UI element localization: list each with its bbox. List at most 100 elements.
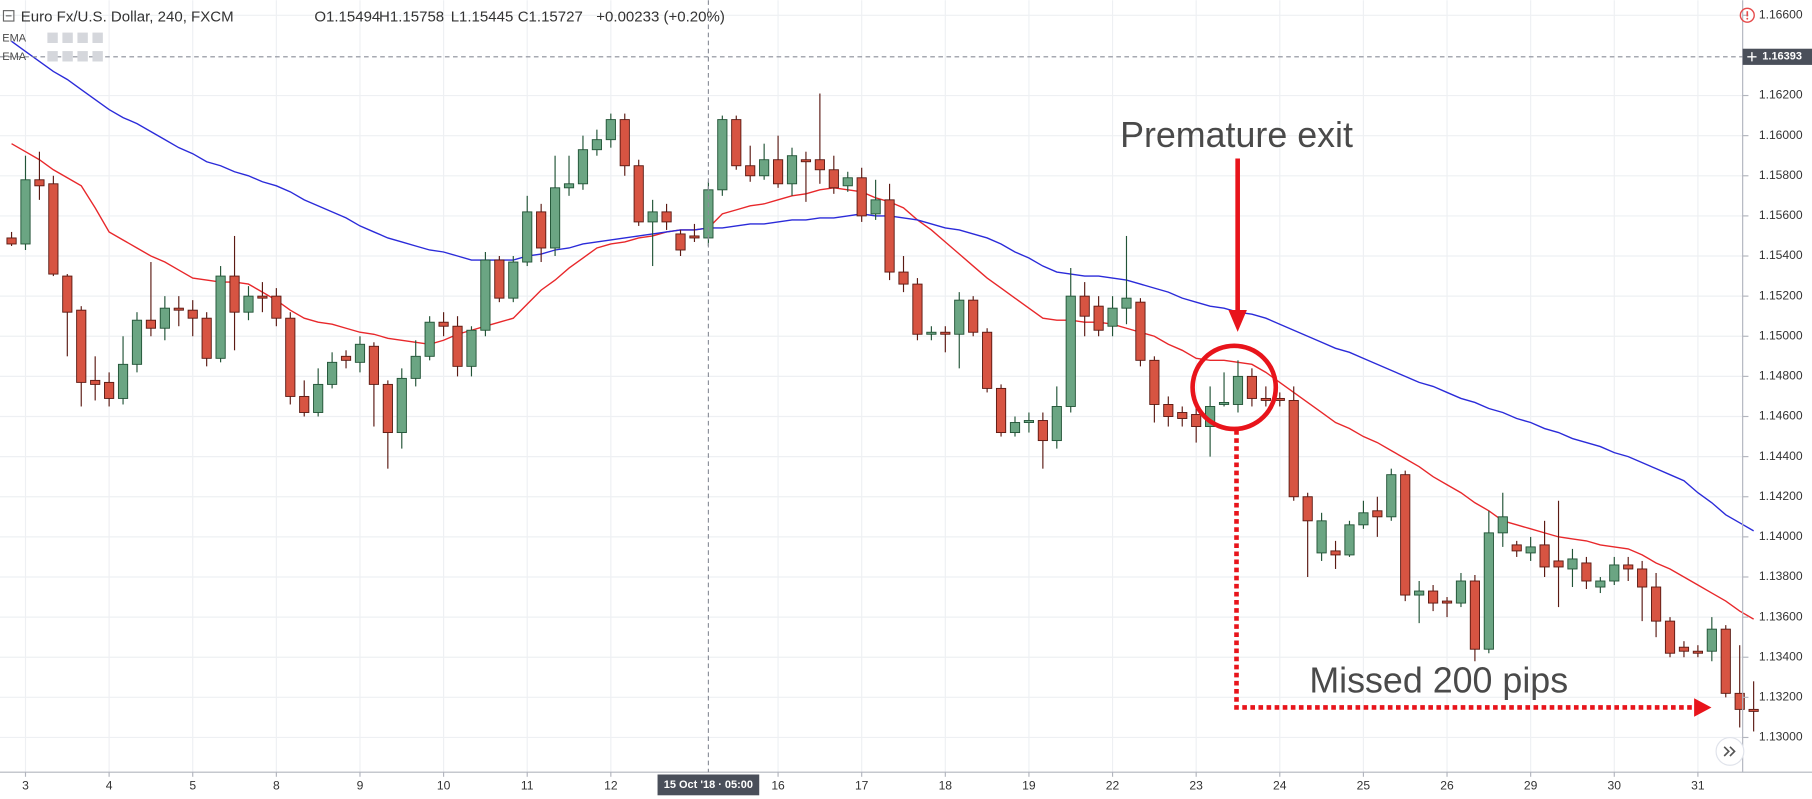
candle-body xyxy=(313,383,324,413)
candle-body xyxy=(1706,628,1717,652)
legend-ema-2[interactable]: EMA xyxy=(2,51,26,63)
crosshair-time-box xyxy=(657,774,760,796)
candle-body xyxy=(6,237,17,245)
candle-body xyxy=(1400,474,1411,596)
candle-body xyxy=(982,331,993,389)
x-tick-label: 12 xyxy=(604,778,618,792)
candle-body xyxy=(522,211,533,263)
candle-body xyxy=(173,307,184,311)
candle-body xyxy=(1177,412,1188,419)
crosshair-plus xyxy=(1747,52,1757,62)
candle-body xyxy=(1079,295,1090,317)
candle-body xyxy=(1441,600,1453,604)
candle-body xyxy=(605,119,616,141)
candle-body xyxy=(940,331,951,335)
candle-body xyxy=(1009,422,1021,434)
scroll-button[interactable] xyxy=(1715,736,1745,766)
candle-body xyxy=(912,283,923,335)
header-change: +0.00233 (+0.20%) xyxy=(596,9,725,26)
candle-body xyxy=(689,235,700,239)
candle-body xyxy=(76,309,87,383)
candle-body xyxy=(772,159,784,185)
candle-body xyxy=(1302,496,1313,522)
crosshair-time-label: 15 Oct '18 · 05:00 xyxy=(664,779,753,791)
legend-ema-1[interactable]: EMA xyxy=(2,32,26,44)
annotation-dotted-arrow xyxy=(1234,430,1697,710)
candle-body xyxy=(759,159,770,177)
candle-body xyxy=(591,139,602,151)
candle-body xyxy=(187,309,198,319)
header-close: C1.15727 xyxy=(518,9,583,26)
annotation-text: Premature exit xyxy=(1120,115,1353,155)
candle-body xyxy=(243,295,254,313)
candle-body xyxy=(1692,650,1703,654)
candle-body xyxy=(1414,590,1425,596)
y-tick-label: 1.13000 xyxy=(1759,730,1803,744)
header-open: O1.15494 xyxy=(314,9,380,26)
candle-body xyxy=(1107,307,1118,327)
annotation-circle xyxy=(1190,343,1279,432)
x-tick-label: 26 xyxy=(1440,778,1454,792)
x-tick-label: 11 xyxy=(521,778,534,792)
candle-body xyxy=(1037,420,1048,442)
candle-body xyxy=(898,271,909,285)
candle-body xyxy=(1651,586,1662,622)
candle-body xyxy=(438,321,449,327)
y-tick-label: 1.14200 xyxy=(1759,489,1803,503)
candle-body xyxy=(131,319,143,365)
candle-body xyxy=(285,317,296,397)
x-tick-label: 22 xyxy=(1106,778,1120,792)
candle-body xyxy=(48,183,59,275)
x-tick-label: 16 xyxy=(771,778,785,792)
y-tick-label: 1.15400 xyxy=(1759,248,1803,262)
candle-body xyxy=(34,179,45,187)
candle-body xyxy=(1748,708,1759,712)
candle-body xyxy=(1511,544,1522,552)
candle-body xyxy=(870,199,881,215)
x-tick-label: 3 xyxy=(22,778,29,792)
x-tick-label: 25 xyxy=(1357,778,1371,792)
candle-body xyxy=(354,343,366,363)
indicator-layer xyxy=(11,40,1754,620)
candle-body xyxy=(1121,297,1132,309)
candle-body xyxy=(396,377,407,434)
candle-body xyxy=(1623,564,1634,570)
alert-icon[interactable] xyxy=(1739,7,1755,23)
alert-icon-dot xyxy=(1746,17,1749,20)
candle-body xyxy=(814,159,825,171)
candle-body xyxy=(1051,406,1062,442)
candle-body xyxy=(299,395,310,413)
candle-body xyxy=(1539,544,1550,568)
candle-body xyxy=(145,319,157,329)
candle-body xyxy=(1260,397,1271,401)
x-tick-label: 5 xyxy=(189,778,196,792)
candle-body xyxy=(1553,560,1564,568)
candle-body xyxy=(90,379,101,385)
y-tick-label: 1.15200 xyxy=(1759,288,1803,302)
candle-body xyxy=(1386,474,1397,518)
candle-body xyxy=(1609,564,1620,582)
crosshair-price-box xyxy=(1742,48,1812,65)
candle-body xyxy=(1497,516,1508,534)
grid-layer xyxy=(0,0,1743,773)
candle-body xyxy=(201,317,212,359)
y-tick-label: 1.13200 xyxy=(1759,690,1803,704)
y-tick-label: 1.16200 xyxy=(1759,88,1803,102)
candle-body xyxy=(800,159,812,163)
y-tick-label: 1.14000 xyxy=(1759,529,1803,543)
x-tick-label: 31 xyxy=(1691,778,1705,792)
candle-body xyxy=(1664,620,1676,654)
candle-body xyxy=(1191,414,1202,427)
candle-body xyxy=(926,331,937,335)
candle-body xyxy=(828,169,839,189)
x-tick-label: 19 xyxy=(1022,778,1036,792)
collapse-icon[interactable] xyxy=(2,10,15,22)
candle-body xyxy=(257,295,268,299)
candle-body xyxy=(1483,532,1494,650)
y-tick-label: 1.13400 xyxy=(1759,649,1803,663)
x-tick-label: 24 xyxy=(1273,778,1287,792)
candle-body xyxy=(20,179,31,245)
candle-body xyxy=(159,307,170,329)
